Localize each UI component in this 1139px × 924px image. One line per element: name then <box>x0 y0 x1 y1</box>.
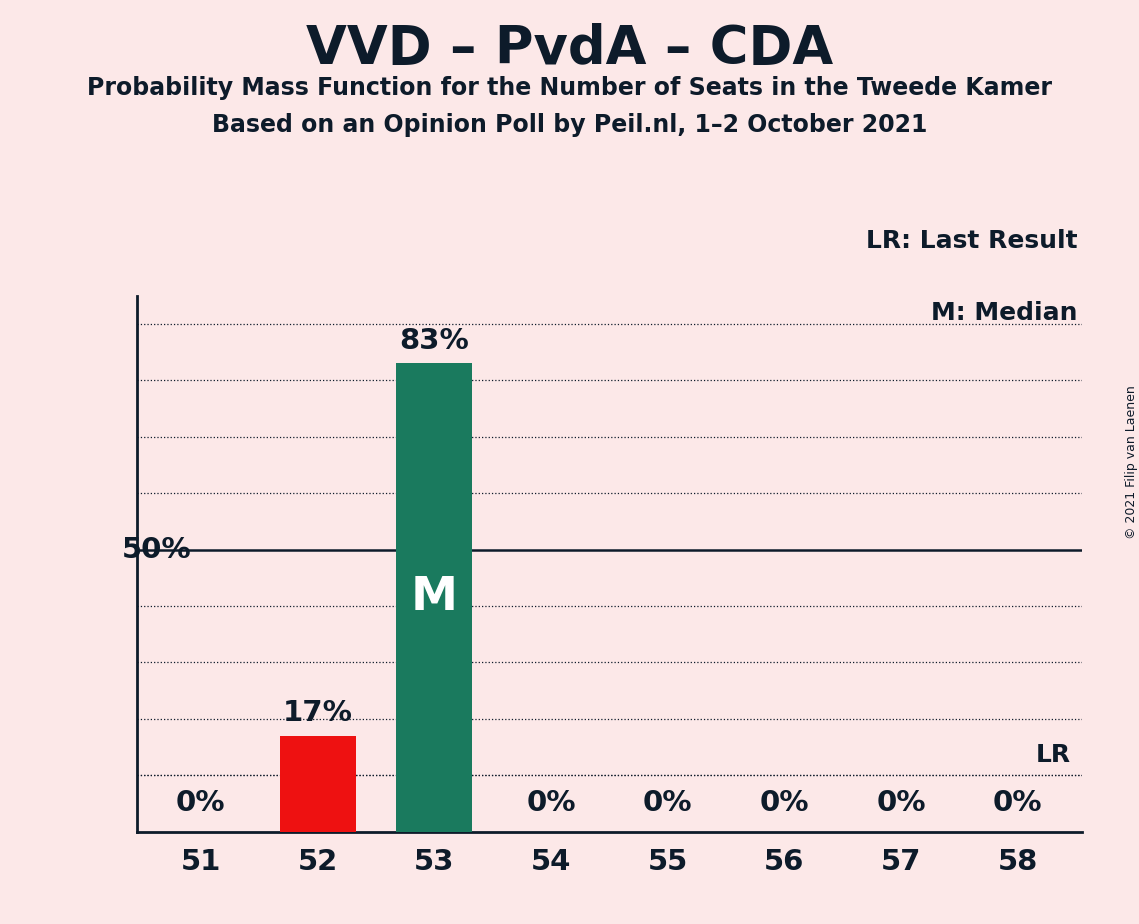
Bar <box>280 736 355 832</box>
Text: © 2021 Filip van Laenen: © 2021 Filip van Laenen <box>1124 385 1138 539</box>
Text: 0%: 0% <box>644 789 693 818</box>
Text: VVD – PvdA – CDA: VVD – PvdA – CDA <box>306 23 833 75</box>
Text: 0%: 0% <box>177 789 226 818</box>
Text: Based on an Opinion Poll by Peil.nl, 1–2 October 2021: Based on an Opinion Poll by Peil.nl, 1–2… <box>212 113 927 137</box>
Text: 0%: 0% <box>526 789 575 818</box>
Text: 50%: 50% <box>122 536 191 564</box>
Bar <box>396 363 473 832</box>
Text: LR: Last Result: LR: Last Result <box>866 229 1077 253</box>
Text: 0%: 0% <box>993 789 1042 818</box>
Text: M: M <box>411 575 458 620</box>
Text: 0%: 0% <box>760 789 809 818</box>
Text: LR: LR <box>1035 743 1071 767</box>
Text: 83%: 83% <box>400 327 469 355</box>
Text: 17%: 17% <box>282 699 353 727</box>
Text: 0%: 0% <box>876 789 926 818</box>
Text: M: Median: M: Median <box>931 301 1077 325</box>
Text: Probability Mass Function for the Number of Seats in the Tweede Kamer: Probability Mass Function for the Number… <box>87 76 1052 100</box>
